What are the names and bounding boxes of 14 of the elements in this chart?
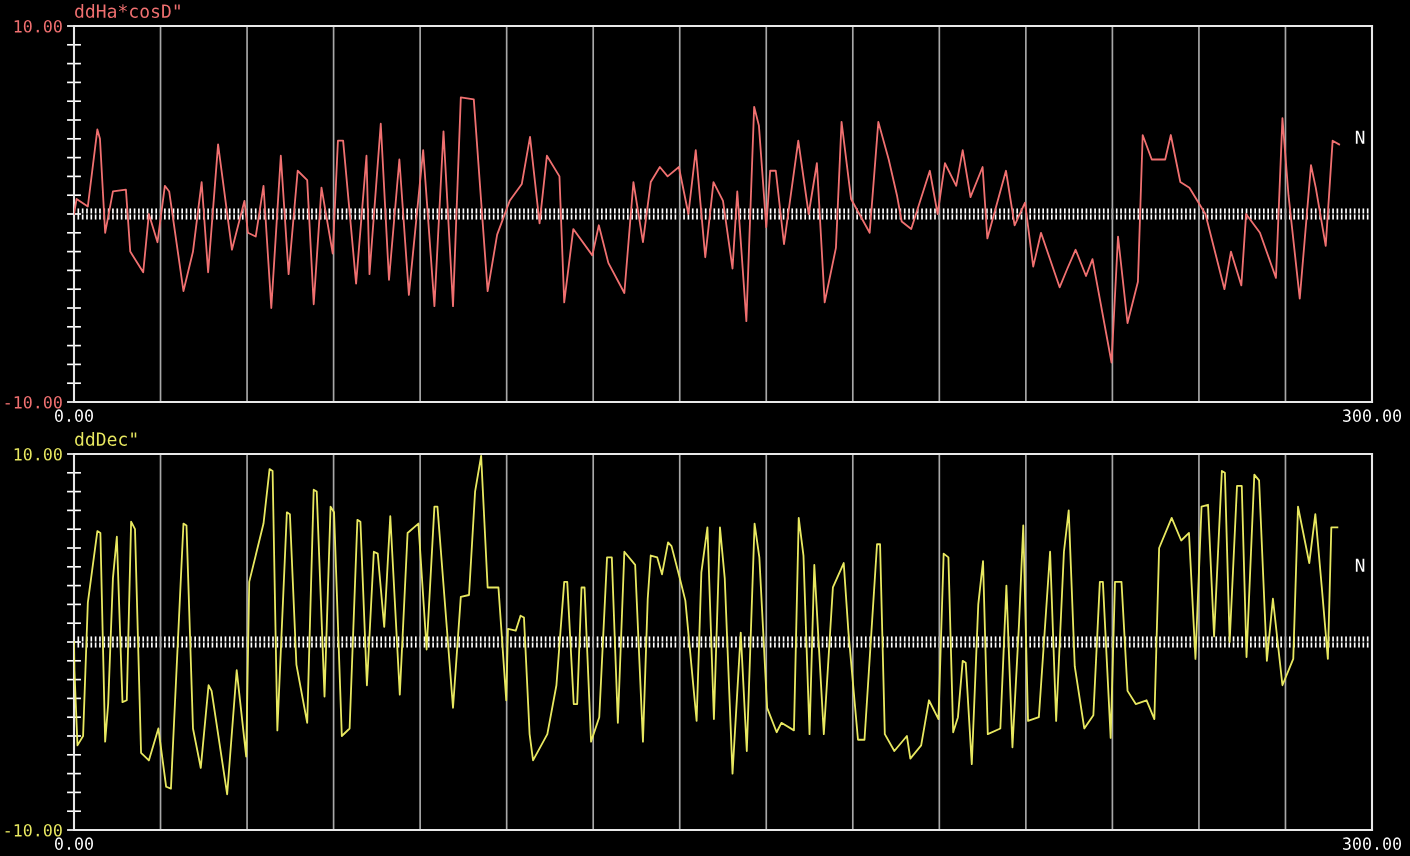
x-axis-title: N: [1355, 558, 1365, 572]
x-tick-label: 300.00: [1343, 837, 1402, 850]
y-tick-label: 10.00: [14, 20, 62, 33]
x-axis-title: N: [1355, 130, 1365, 144]
x-tick-label: 300.00: [1343, 409, 1402, 422]
y-tick-label: 10.00: [14, 448, 62, 461]
line-series: [74, 96, 1341, 364]
y-axis-title: ddHa*cosD": [75, 4, 180, 18]
y-tick-label: -10.00: [5, 824, 62, 837]
y-tick-label: -10.00: [5, 396, 62, 409]
line-series: [74, 454, 1339, 796]
y-axis-title: ddDec": [75, 432, 137, 446]
x-tick-label: 0.00: [55, 837, 93, 850]
x-tick-label: 0.00: [55, 409, 93, 422]
